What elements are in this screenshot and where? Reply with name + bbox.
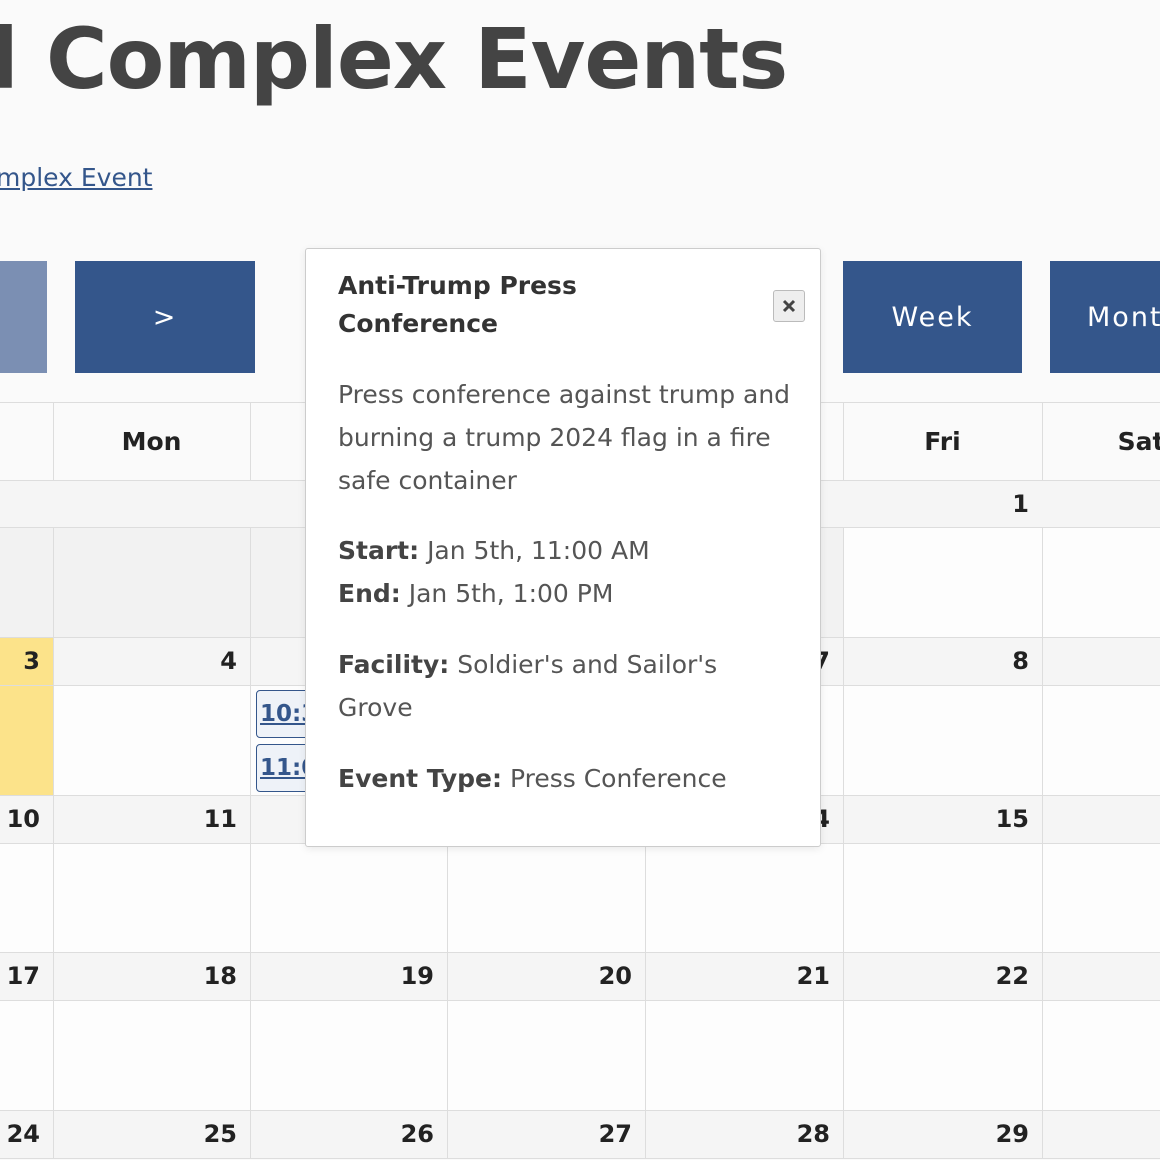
grid-line (0, 1158, 1160, 1159)
weekday-header: Mon (121, 426, 182, 456)
day-number-row (0, 952, 1160, 1000)
grid-line (0, 1110, 1160, 1111)
close-button[interactable] (773, 290, 805, 322)
week-button[interactable]: Week (843, 261, 1022, 373)
today-cell (0, 637, 53, 795)
field-value: Press Conference (509, 764, 727, 793)
day-number: 29 (995, 1120, 1029, 1148)
week-row (0, 1000, 1160, 1110)
event-popup: Anti-Trump Press Conference Press confer… (305, 248, 821, 847)
grid-line (250, 527, 251, 1158)
day-number: 20 (598, 962, 632, 990)
popup-field: Start: Jan 5th, 11:00 AM (338, 529, 798, 572)
field-value: Jan 5th, 1:00 PM (408, 579, 614, 608)
weekday-header: Fri (924, 426, 961, 456)
popup-title: Anti-Trump Press Conference (338, 271, 577, 338)
day-number: 10 (6, 805, 40, 833)
grid-line (0, 1000, 1160, 1001)
popup-description: Press conference against trump and burni… (338, 380, 791, 495)
day-number: 27 (598, 1120, 632, 1148)
popup-field: Event Type: Press Conference (338, 757, 798, 800)
close-icon (782, 299, 796, 313)
day-number: 25 (203, 1120, 237, 1148)
grid-line (53, 402, 54, 480)
field-label: Start: (338, 536, 420, 565)
field-value: Soldier's and Sailor's Grove (338, 650, 718, 722)
grid-line (843, 527, 844, 1158)
month-button[interactable]: Mont (1050, 261, 1160, 373)
grid-line (53, 527, 54, 1158)
field-label: Event Type: (338, 764, 503, 793)
week-row (0, 843, 1160, 952)
day-number: 1 (1012, 490, 1029, 518)
prev-button[interactable] (0, 261, 47, 373)
day-number: 19 (400, 962, 434, 990)
grid-line (250, 402, 251, 480)
day-number: 22 (995, 962, 1029, 990)
day-number: 26 (400, 1120, 434, 1148)
field-label: Facility: (338, 650, 450, 679)
next-button[interactable]: > (75, 261, 255, 373)
popup-field: Facility: Soldier's and Sailor's Grove (338, 643, 798, 729)
weekday-header: Sat (1117, 426, 1160, 456)
grid-line (0, 952, 1160, 953)
page-title: l Complex Events (0, 10, 788, 108)
day-number: 21 (796, 962, 830, 990)
field-label: End: (338, 579, 401, 608)
grid-line (843, 402, 844, 480)
grid-line (1042, 527, 1043, 1158)
day-number: 4 (220, 647, 237, 675)
popup-field: End: Jan 5th, 1:00 PM (338, 572, 798, 615)
day-number-row (0, 1110, 1160, 1158)
field-value: Jan 5th, 11:00 AM (427, 536, 650, 565)
day-number: 17 (6, 962, 40, 990)
day-number: 28 (796, 1120, 830, 1148)
day-number: 15 (995, 805, 1029, 833)
day-number: 18 (203, 962, 237, 990)
day-number: 8 (1012, 647, 1029, 675)
day-number: 3 (23, 647, 40, 675)
day-number: 11 (203, 805, 237, 833)
add-event-link[interactable]: mplex Event (0, 163, 153, 192)
grid-line (1042, 402, 1043, 480)
day-number: 24 (6, 1120, 40, 1148)
